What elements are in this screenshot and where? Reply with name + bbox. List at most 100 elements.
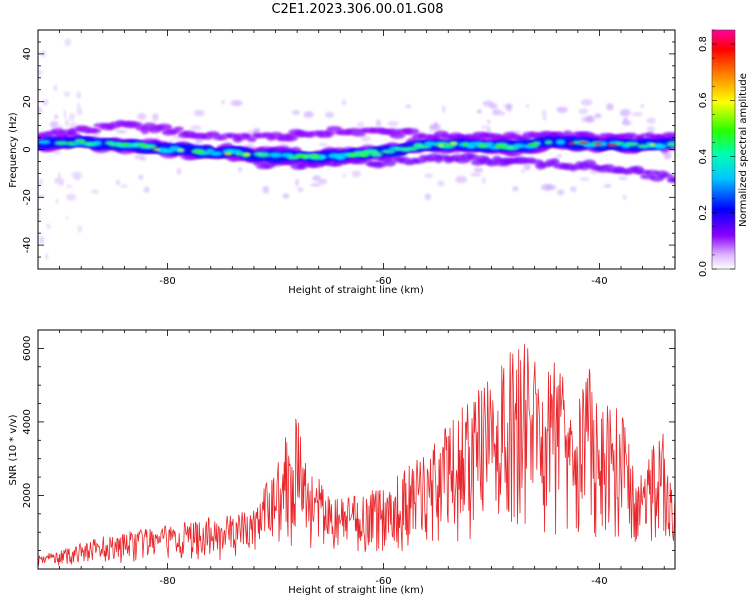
spectrogram-speckle xyxy=(152,113,159,122)
spectrogram-speckle xyxy=(312,175,322,182)
colorbar-frame xyxy=(711,29,736,270)
spectrogram-speckle xyxy=(470,172,482,177)
colorbar-tick-label: 0.0 xyxy=(698,261,709,277)
spectrogram-speckle xyxy=(230,100,243,107)
spectrogram-band-1 xyxy=(404,128,420,135)
snr-y-axis-label: SNR (10 * v/v) xyxy=(8,414,19,485)
spectrogram-ridge-highlight xyxy=(318,154,328,160)
spectrogram-speckle xyxy=(621,120,632,126)
spectrogram-band-2 xyxy=(383,159,397,167)
spectrogram-edge-noise xyxy=(66,184,73,188)
spectrogram-speckle xyxy=(115,179,121,186)
spectrogram-speckle xyxy=(603,184,612,188)
spectrogram-speckle xyxy=(586,116,593,123)
spectrogram-speckle xyxy=(65,193,77,201)
spectrogram-speckle xyxy=(357,121,365,129)
spectrogram-ticks: -80 -60 -40 -40 -20 0 20 40 xyxy=(22,29,675,287)
spectrogram-edge-noise xyxy=(64,118,70,127)
spectrogram-speckle xyxy=(53,114,59,120)
spectrogram-peak xyxy=(450,142,458,145)
spectrogram-speckle xyxy=(429,124,435,133)
spectrogram-speckle xyxy=(580,98,593,106)
spectrogram-speckle xyxy=(486,127,492,134)
spectrogram-speckle xyxy=(90,189,99,194)
spectrogram-band-1 xyxy=(156,123,173,131)
spectrogram-peak xyxy=(462,142,469,146)
spectrogram-speckle xyxy=(473,167,484,173)
spectrogram-x-tick-label: -60 xyxy=(375,276,391,287)
spectrogram-speckle xyxy=(481,177,487,184)
spectrogram-band-1 xyxy=(173,126,184,131)
spectrogram-peak xyxy=(593,142,603,146)
chart-title: C2E1.2023.306.00.01.G08 xyxy=(271,2,444,17)
spectrogram-ridge-highlight xyxy=(484,141,495,147)
snr-series-line xyxy=(38,343,675,567)
colorbar-ticks: 0.0 0.2 0.4 0.6 0.8 xyxy=(698,29,735,277)
spectrogram-band-2 xyxy=(373,161,387,168)
spectrogram-band-1 xyxy=(351,132,366,137)
spectrogram-edge-noise xyxy=(69,112,76,121)
spectrogram-speckle xyxy=(120,184,128,188)
spectrogram-y-tick-label: -40 xyxy=(22,237,33,253)
spectrogram-speckle xyxy=(297,187,304,193)
spectrogram-edge-noise xyxy=(76,102,81,109)
spectrogram-speckle xyxy=(190,125,202,131)
spectrogram-edge-noise xyxy=(76,91,82,99)
spectrogram-speckle xyxy=(544,184,557,191)
spectrogram-speckle xyxy=(541,109,547,117)
spectrogram-panel: -80 -60 -40 -40 -20 0 20 40 Height of straight … xyxy=(8,29,687,296)
spectrogram-speckle xyxy=(606,103,614,111)
spectrogram-ridge-highlight xyxy=(423,141,436,147)
colorbar-tick-label: 0.2 xyxy=(698,205,709,221)
spectrogram-speckle xyxy=(375,119,382,127)
spectrogram-speckle xyxy=(262,186,270,194)
spectrogram-band-1 xyxy=(326,125,343,132)
snr-x-tick-label: -80 xyxy=(159,576,175,587)
spectrogram-speckle xyxy=(342,174,347,178)
spectrogram-band-2 xyxy=(677,180,687,185)
colorbar-tick-label: 0.4 xyxy=(698,149,709,165)
spectrogram-speckle xyxy=(556,189,565,196)
spectrogram-speckle xyxy=(436,180,445,187)
spectrogram-edge-noise xyxy=(64,38,72,47)
spectrogram-peak xyxy=(444,144,451,147)
spectrogram-speckle xyxy=(481,125,490,129)
snr-y-tick-label: 2000 xyxy=(22,483,33,508)
spectrogram-speckle xyxy=(441,105,446,113)
spectrogram-x-tick-label: -40 xyxy=(591,276,607,287)
spectrogram-x-tick-label: -80 xyxy=(159,276,175,287)
snr-y-tick-label: 4000 xyxy=(22,409,33,434)
spectrogram-peak xyxy=(296,154,308,158)
spectrogram-speckle xyxy=(134,154,144,160)
spectrogram-speckle xyxy=(646,125,656,133)
spectrogram-speckle xyxy=(318,142,328,147)
spectrogram-speckle xyxy=(619,109,631,117)
spectrogram-ridge-highlight xyxy=(624,141,639,147)
spectrogram-speckle xyxy=(137,112,147,121)
spectrogram-ridge-highlight xyxy=(544,140,553,145)
spectrogram-edge-noise xyxy=(76,107,83,116)
spectrogram-speckle xyxy=(71,171,83,180)
spectrogram-speckle xyxy=(317,178,328,185)
spectrogram-edge-noise xyxy=(46,223,51,229)
spectrogram-peak xyxy=(527,143,537,146)
spectrogram-speckle xyxy=(556,106,568,113)
spectrogram-speckle xyxy=(455,175,468,184)
spectrogram-peak xyxy=(121,143,131,146)
snr-x-tick-label: -40 xyxy=(591,576,607,587)
spectrogram-ridge-highlight xyxy=(54,140,70,146)
spectrogram-peak xyxy=(177,148,184,152)
spectrogram-ridge-highlight xyxy=(555,139,566,145)
spectrogram-speckle xyxy=(351,170,362,178)
spectrogram-speckle xyxy=(303,111,314,118)
spectrogram-speckle xyxy=(176,167,182,175)
spectrogram-speckle xyxy=(523,163,531,171)
spectrogram-peak xyxy=(349,153,356,157)
spectrogram-edge-noise xyxy=(53,84,58,92)
spectrogram-ridge-highlight xyxy=(257,151,271,158)
spectrogram-edge-noise xyxy=(55,198,60,204)
spectrogram-y-axis-label: Frequency (Hz) xyxy=(8,112,19,188)
spectrogram-speckle xyxy=(361,135,371,142)
spectrogram-speckle xyxy=(500,111,505,116)
spectrogram-edge-noise xyxy=(57,172,61,179)
